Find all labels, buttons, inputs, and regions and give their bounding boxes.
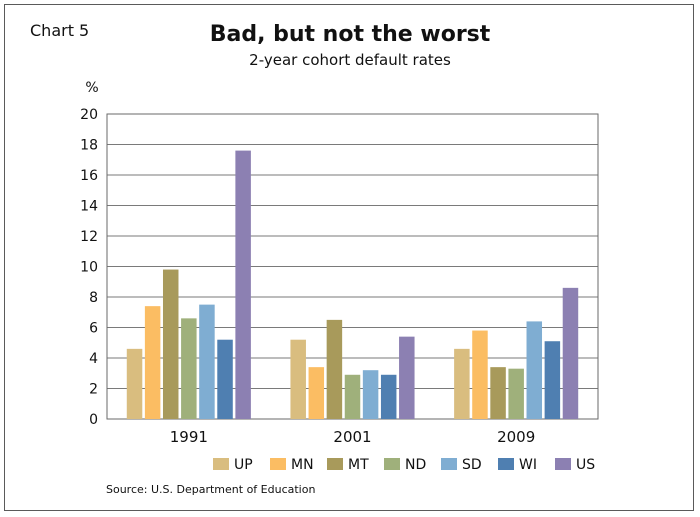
bar-nd-2001 (344, 374, 361, 419)
bar-up-1991 (126, 348, 143, 419)
bar-mt-2009 (490, 367, 506, 419)
legend-swatch-mn (270, 458, 286, 470)
y-tick-label: 8 (89, 290, 98, 306)
y-tick-label: 10 (80, 260, 98, 276)
bar-wi-2001 (380, 374, 397, 419)
legend-label-nd: ND (405, 457, 426, 473)
bar-nd-1991 (181, 318, 197, 419)
bar-mn-1991 (144, 306, 161, 419)
chart-subtitle: 2-year cohort default rates (249, 51, 451, 69)
y-tick-label: 12 (80, 229, 98, 245)
y-tick-label: 20 (80, 107, 98, 123)
legend-swatch-mt (327, 458, 343, 470)
legend-swatch-up (213, 458, 229, 470)
legend-label-up: UP (234, 457, 253, 473)
bar-mt-2001 (326, 319, 343, 419)
legend-swatch-wi (498, 458, 514, 470)
legend-label-mt: MT (348, 457, 369, 473)
y-tick-label: 18 (80, 138, 98, 154)
x-tick-label: 2009 (497, 428, 535, 446)
bar-nd-2009 (508, 368, 524, 419)
bar-wi-1991 (217, 339, 233, 419)
y-tick-label: 2 (89, 382, 98, 398)
bar-wi-2009 (544, 341, 561, 419)
bar-up-2001 (290, 339, 306, 419)
y-tick-label: 4 (89, 351, 98, 367)
legend-swatch-us (555, 458, 571, 470)
bar-mt-1991 (162, 269, 179, 419)
y-tick-label: 0 (89, 412, 98, 428)
chart-frame (4, 4, 694, 511)
y-axis-unit-label: % (85, 80, 98, 96)
bar-up-2009 (454, 348, 470, 419)
chart-number-label: Chart 5 (30, 21, 90, 40)
chart-title: Bad, but not the worst (209, 22, 491, 47)
bar-mn-2001 (308, 367, 325, 419)
bar-us-1991 (235, 150, 251, 419)
legend-label-sd: SD (462, 457, 482, 473)
bar-us-2009 (562, 287, 579, 419)
legend-swatch-nd (384, 458, 400, 470)
bar-mn-2009 (472, 330, 488, 419)
y-tick-label: 16 (80, 168, 98, 184)
bar-us-2001 (399, 336, 415, 419)
y-tick-label: 6 (89, 321, 98, 337)
source-note: Source: U.S. Department of Education (106, 483, 316, 496)
bar-sd-2009 (526, 321, 543, 419)
legend-label-us: US (576, 457, 595, 473)
y-tick-label: 14 (80, 199, 98, 215)
x-tick-label: 1991 (170, 428, 208, 446)
legend-label-mn: MN (291, 457, 314, 473)
legend-label-wi: WI (519, 457, 537, 473)
legend-swatch-sd (441, 458, 457, 470)
bar-sd-1991 (199, 304, 215, 419)
bar-sd-2001 (362, 370, 379, 419)
x-tick-label: 2001 (333, 428, 371, 446)
